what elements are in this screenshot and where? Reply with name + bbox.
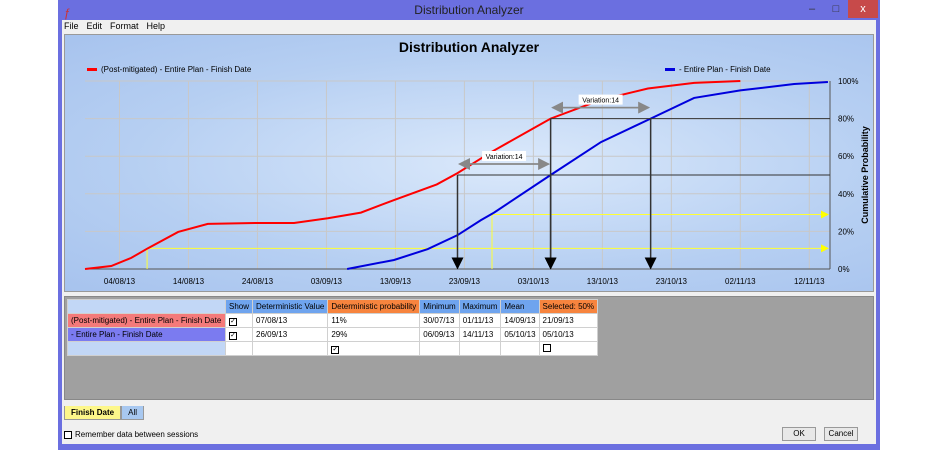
menu-bar: File Edit Format Help: [62, 20, 876, 33]
x-tick-label: 03/10/13: [518, 277, 550, 286]
mean: 05/10/13: [500, 327, 540, 342]
det-prob: 29%: [327, 327, 421, 342]
menu-edit[interactable]: Edit: [86, 21, 103, 31]
client-area: File Edit Format Help Distribution Analy…: [62, 20, 876, 444]
header-show: Show: [224, 299, 254, 314]
empty-cell: [252, 341, 329, 356]
selected-checkbox[interactable]: [538, 341, 599, 356]
legend-item-post-mitigated: (Post-mitigated) - Entire Plan - Finish …: [87, 65, 251, 74]
menu-help[interactable]: Help: [146, 21, 166, 31]
close-button[interactable]: x: [848, 0, 878, 18]
det-prob: 11%: [327, 313, 421, 328]
row-name: (Post-mitigated) - Entire Plan - Finish …: [67, 313, 226, 328]
x-tick-label: 13/10/13: [587, 277, 619, 286]
header-maximum: Maximum: [458, 299, 502, 314]
header-mean: Mean: [500, 299, 540, 314]
variation-label: Variation:14: [486, 154, 523, 161]
maximize-button[interactable]: □: [832, 3, 840, 15]
header-minimum: Minimum: [419, 299, 460, 314]
chart-title: Distribution Analyzer: [398, 39, 540, 55]
statistics-panel: Show Deterministic Value Deterministic p…: [64, 296, 874, 400]
remember-label: Remember data between sessions: [75, 430, 199, 439]
y-tick-label: 60%: [838, 152, 854, 161]
row-name: - Entire Plan - Finish Date: [67, 327, 226, 342]
x-tick-label: 23/09/13: [449, 277, 481, 286]
header-det-value: Deterministic Value: [252, 299, 329, 314]
legend-label: - Entire Plan - Finish Date: [679, 65, 771, 74]
maximum: 01/11/13: [458, 313, 502, 328]
empty-cell: [224, 341, 254, 356]
det-prob-checkbox[interactable]: ✓: [327, 341, 421, 356]
cancel-button[interactable]: Cancel: [824, 427, 858, 441]
statistics-table: Show Deterministic Value Deterministic p…: [67, 299, 599, 356]
legend-swatch: [87, 68, 97, 71]
window-title: Distribution Analyzer: [414, 3, 524, 17]
header-det-prob: Deterministic probability: [327, 299, 421, 314]
y-tick-label: 100%: [838, 77, 858, 86]
table-row: - Entire Plan - Finish Date ✓ 26/09/13 2…: [67, 327, 599, 342]
table-row: (Post-mitigated) - Entire Plan - Finish …: [67, 313, 599, 328]
det-value: 26/09/13: [252, 327, 329, 342]
variation-label: Variation:14: [582, 98, 619, 105]
footer-label: [67, 341, 226, 356]
maximum: 14/11/13: [458, 327, 502, 342]
det-value: 07/08/13: [252, 313, 329, 328]
y-tick-label: 0%: [838, 265, 850, 274]
legend-label: (Post-mitigated) - Entire Plan - Finish …: [101, 65, 252, 74]
mean: 14/09/13: [500, 313, 540, 328]
menu-file[interactable]: File: [64, 21, 79, 31]
x-tick-label: 14/08/13: [173, 277, 205, 286]
selected: 05/10/13: [538, 327, 599, 342]
ok-button[interactable]: OK: [782, 427, 816, 441]
empty-cell: [419, 341, 460, 356]
x-tick-label: 12/11/13: [794, 277, 825, 286]
x-tick-label: 02/11/13: [725, 277, 756, 286]
app-icon: ƒ: [64, 6, 71, 20]
x-tick-label: 04/08/13: [104, 277, 136, 286]
chart-panel: Distribution Analyzer (Post-mitigated) -…: [64, 34, 874, 292]
y-tick-label: 80%: [838, 115, 854, 124]
variation-label-bg: [578, 94, 623, 105]
app-window: ƒ Distribution Analyzer – □ x File Edit …: [58, 0, 880, 450]
tab-bar: Finish Date All: [64, 406, 145, 420]
selected: 21/09/13: [538, 313, 599, 328]
header-selected[interactable]: Selected: 50%: [538, 299, 599, 314]
y-tick-label: 20%: [838, 227, 854, 236]
variation-label-bg: [482, 151, 527, 161]
tab-all[interactable]: All: [121, 406, 145, 420]
cumulative-chart: 0% 20% 40% 60% 80% 100% 04/08/13 14/08/13 24/08/…: [84, 77, 870, 286]
show-checkbox[interactable]: ✓: [224, 327, 254, 342]
legend-item-entire-plan: - Entire Plan - Finish Date: [665, 65, 771, 74]
legend-swatch: [665, 68, 675, 71]
y-axis-label: Cumulative Probability: [860, 126, 870, 224]
remember-checkbox[interactable]: Remember data between sessions: [64, 430, 198, 439]
x-tick-label: 23/10/13: [656, 277, 688, 286]
minimize-button[interactable]: –: [808, 3, 816, 15]
empty-cell: [458, 341, 502, 356]
minimum: 06/09/13: [419, 327, 460, 342]
corner-cell: [67, 299, 226, 314]
x-tick-label: 03/09/13: [311, 277, 343, 286]
show-checkbox[interactable]: ✓: [224, 313, 254, 328]
table-footer-row: ✓: [67, 341, 599, 356]
minimum: 30/07/13: [419, 313, 460, 328]
x-tick-label: 24/08/13: [242, 277, 274, 286]
y-tick-label: 40%: [838, 190, 854, 199]
tab-finish-date[interactable]: Finish Date: [64, 406, 122, 420]
menu-format[interactable]: Format: [110, 21, 139, 31]
x-tick-label: 13/09/13: [380, 277, 412, 286]
title-bar: ƒ Distribution Analyzer – □ x: [58, 0, 880, 20]
empty-cell: [500, 341, 540, 356]
